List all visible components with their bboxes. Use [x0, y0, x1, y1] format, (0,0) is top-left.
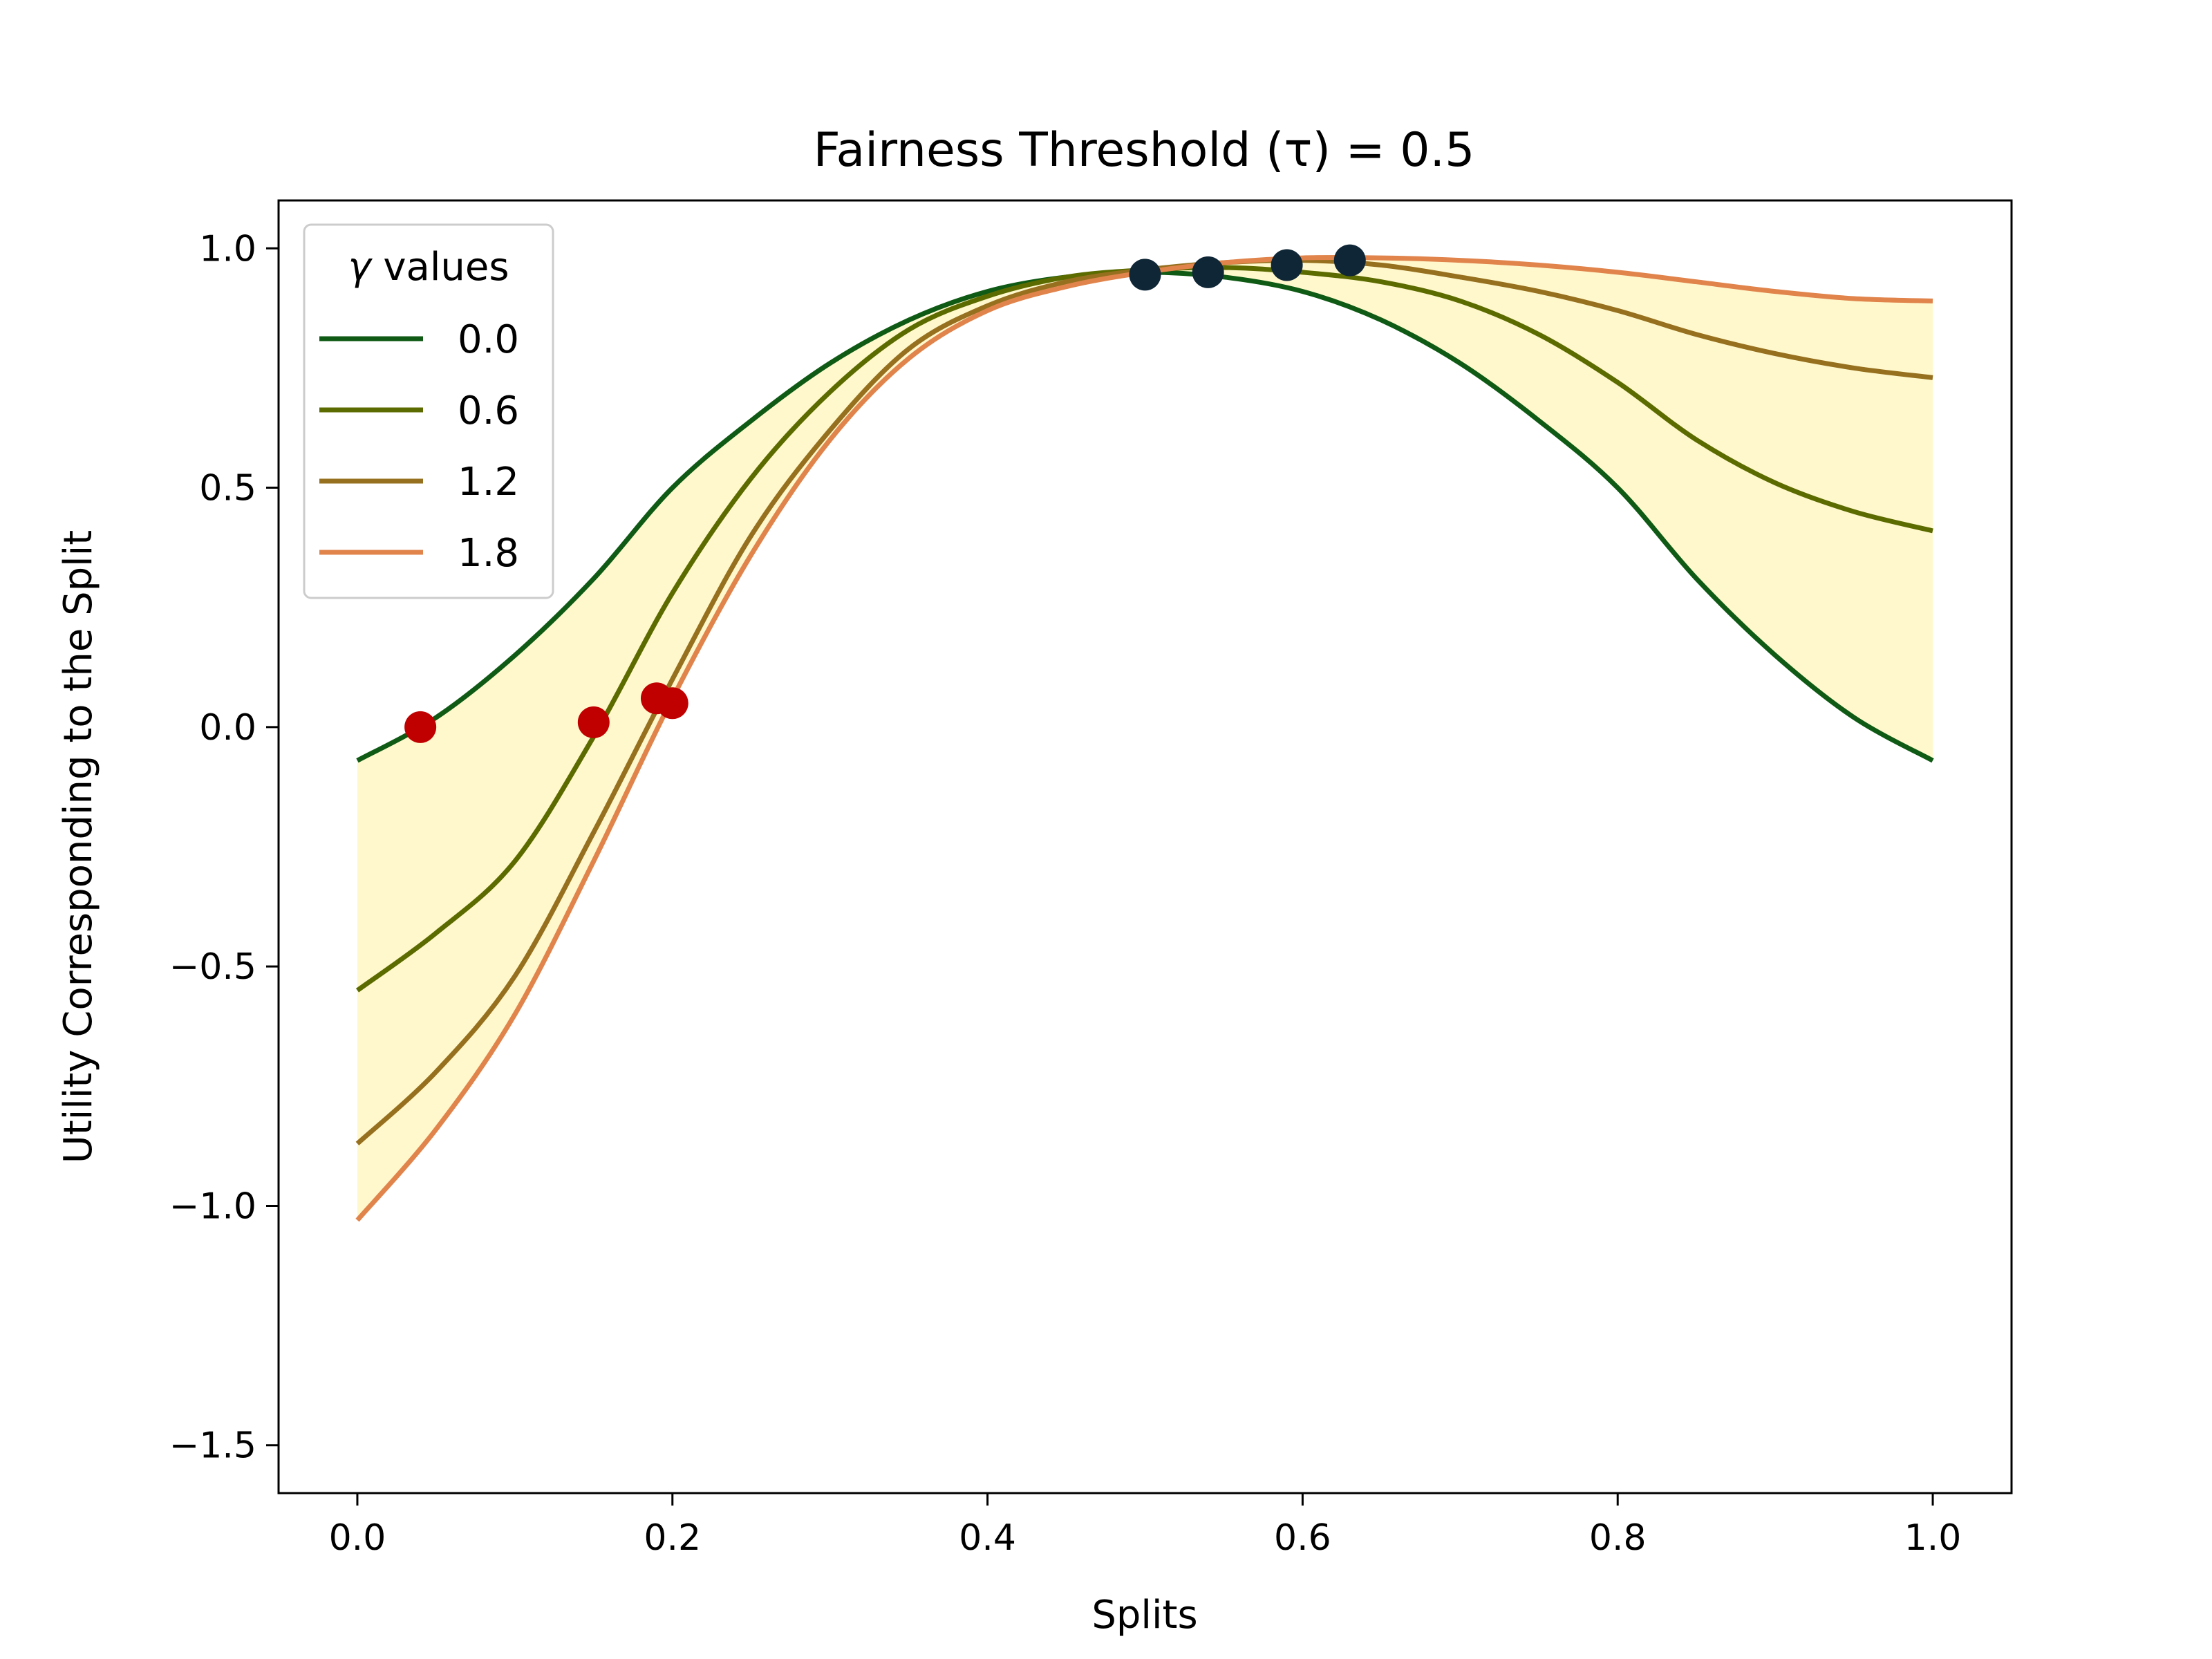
chart-title: Fairness Threshold (τ) = 0.5 [814, 123, 1475, 178]
legend: γ values 0.0 0.6 1.2 1.8 [303, 223, 554, 599]
y-tick-label: 0.0 [199, 707, 256, 749]
dark-marker [1192, 256, 1224, 288]
series-line-3 [355, 254, 1933, 1222]
legend-label: 1.2 [458, 460, 519, 505]
x-tick-label: 1.0 [1904, 1517, 1962, 1559]
red-marker [404, 711, 437, 743]
dark-marker [1129, 259, 1161, 291]
axis-ticks: 0.0 0.2 0.4 0.6 0.8 1.0 1.0 0.5 0.0 −0.5 −1.0 −1.5 [169, 228, 1962, 1559]
plot-area [355, 244, 1934, 1222]
legend-box [303, 223, 554, 599]
x-tick-label: 0.2 [644, 1517, 701, 1559]
y-tick-label: −1.0 [169, 1185, 256, 1227]
fill-band [357, 257, 1933, 1221]
dark-marker [1271, 249, 1303, 281]
red-marker [656, 687, 688, 720]
legend-label: 1.8 [458, 531, 519, 576]
y-tick-label: −1.5 [169, 1425, 256, 1467]
x-axis-label: Splits [1091, 1593, 1197, 1638]
legend-title: γ values [348, 245, 509, 290]
dark-marker [1333, 244, 1366, 276]
y-axis-label: Utility Corresponding to the Split [56, 530, 101, 1163]
series-line-2 [355, 257, 1933, 1145]
y-tick-label: 1.0 [199, 228, 256, 270]
legend-label: 0.0 [458, 317, 519, 362]
legend-label: 0.6 [458, 388, 519, 433]
x-tick-label: 0.0 [329, 1517, 386, 1559]
x-tick-label: 0.4 [959, 1517, 1016, 1559]
plot-frame [277, 199, 2013, 1494]
y-tick-label: −0.5 [169, 946, 256, 988]
x-tick-label: 0.8 [1589, 1517, 1647, 1559]
x-tick-label: 0.6 [1274, 1517, 1331, 1559]
y-tick-label: 0.5 [199, 468, 256, 509]
red-marker [577, 706, 610, 738]
